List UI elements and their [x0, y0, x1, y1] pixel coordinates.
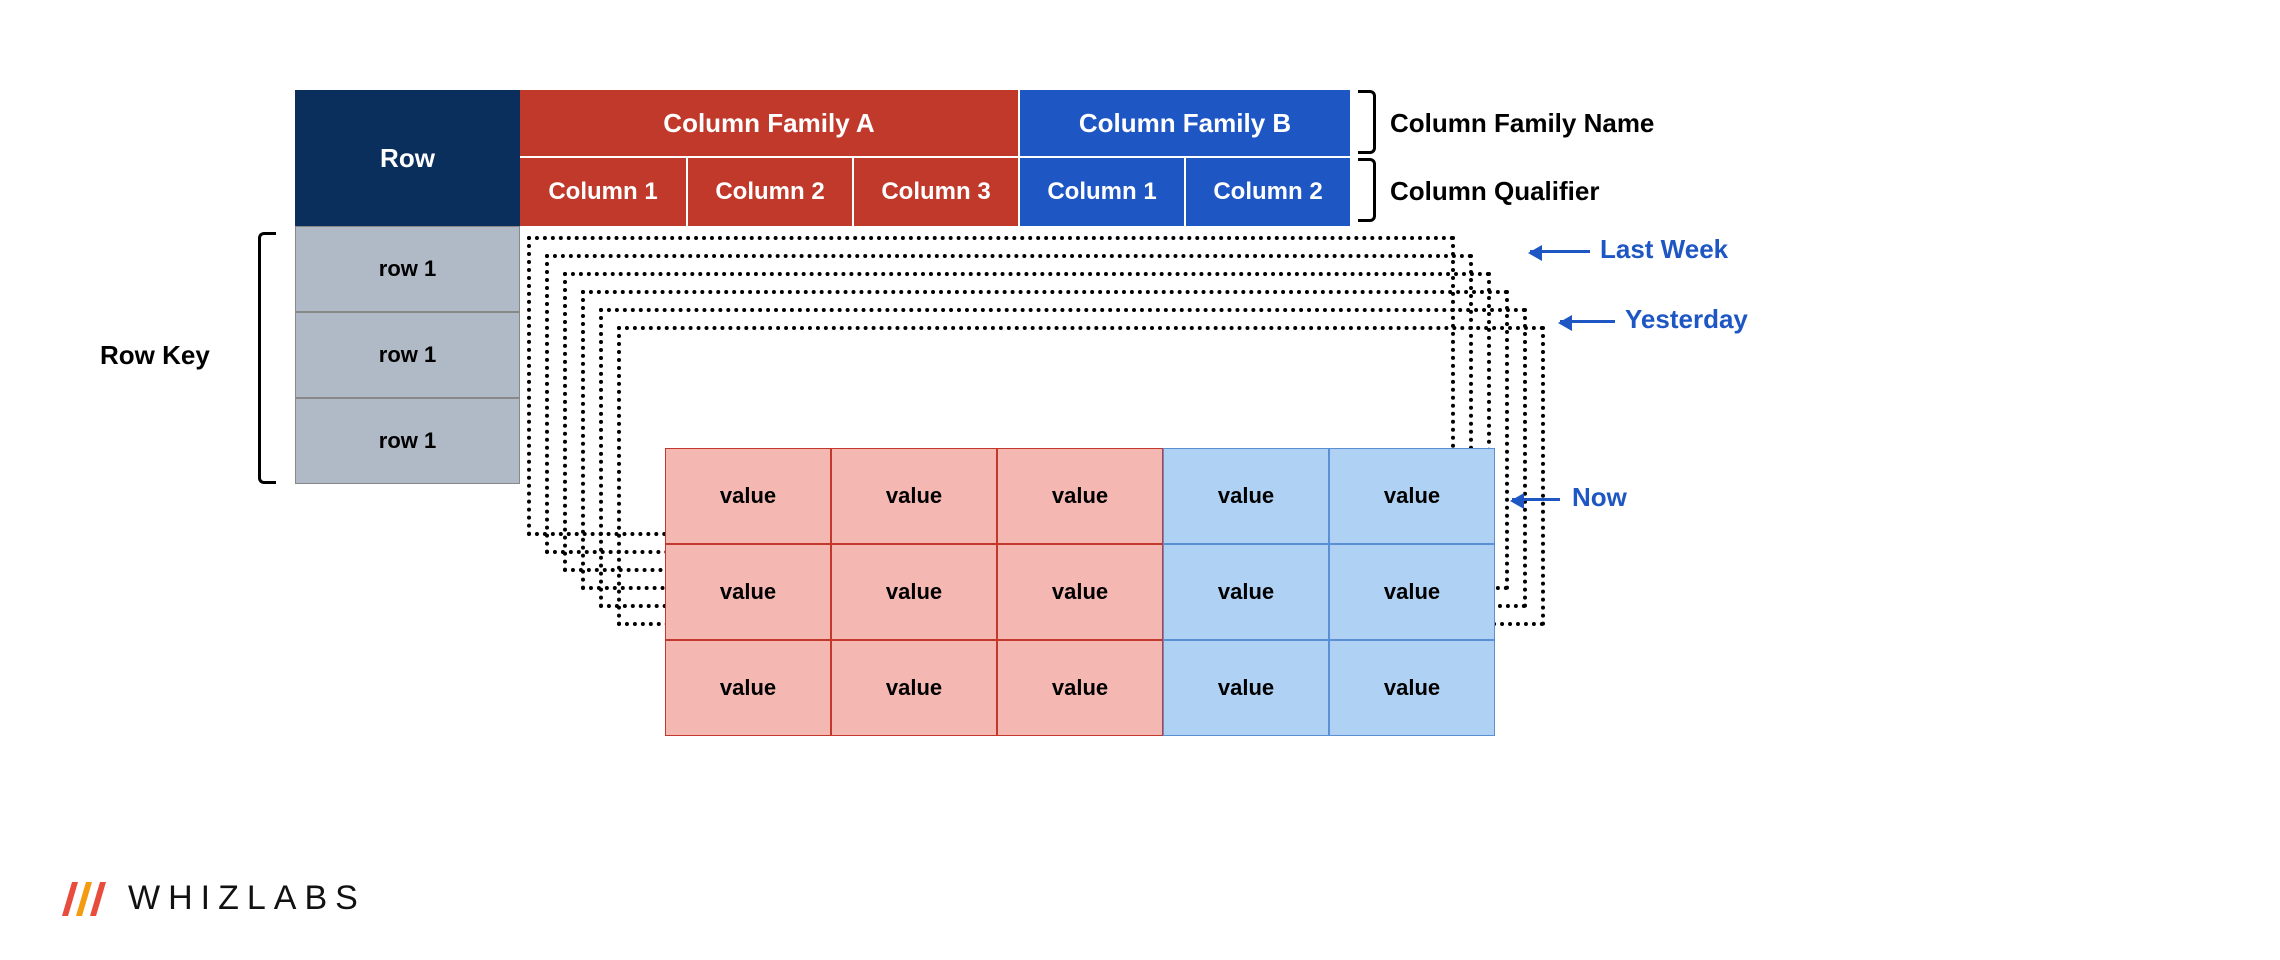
row-key-column: row 1 row 1 row 1 [295, 226, 520, 484]
value-cell: value [1163, 448, 1329, 544]
label-yesterday: Yesterday [1625, 304, 1748, 335]
value-cell: value [665, 640, 831, 736]
value-cell: value [665, 448, 831, 544]
bracket-family-name [1358, 90, 1376, 154]
column-b2: Column 2 [1184, 158, 1350, 226]
value-cell: value [665, 544, 831, 640]
whizlabs-logo-text: WHIZLABS [128, 879, 366, 918]
arrow-yesterday [1560, 320, 1615, 323]
whizlabs-logo: WHIZLABS [60, 876, 366, 920]
value-cell: value [997, 544, 1163, 640]
value-cell: value [997, 448, 1163, 544]
value-cell: value [831, 640, 997, 736]
value-cell: value [1329, 448, 1495, 544]
value-cell: value [1163, 640, 1329, 736]
column-family-a-header: Column Family A [520, 90, 1018, 158]
label-column-family-name: Column Family Name [1390, 108, 1654, 139]
value-cell: value [831, 544, 997, 640]
whizlabs-logo-icon [60, 876, 114, 920]
column-a1: Column 1 [520, 158, 686, 226]
bracket-column-qualifier [1358, 158, 1376, 222]
value-cell: value [997, 640, 1163, 736]
value-grid: valuevaluevaluevaluevaluevaluevaluevalue… [665, 448, 1495, 736]
value-cell: value [1329, 544, 1495, 640]
label-column-qualifier: Column Qualifier [1390, 176, 1599, 207]
value-cell: value [1163, 544, 1329, 640]
value-cell: value [1329, 640, 1495, 736]
value-cell: value [831, 448, 997, 544]
arrow-last-week [1530, 250, 1590, 253]
label-row-key: Row Key [100, 340, 210, 371]
row-key-cell: row 1 [295, 312, 520, 398]
row-header: Row [295, 90, 520, 226]
label-now: Now [1572, 482, 1627, 513]
column-family-b-header: Column Family B [1018, 90, 1350, 158]
column-a3: Column 3 [852, 158, 1018, 226]
column-a2: Column 2 [686, 158, 852, 226]
label-last-week: Last Week [1600, 234, 1728, 265]
arrow-now [1512, 498, 1560, 501]
row-key-cell: row 1 [295, 226, 520, 312]
row-key-cell: row 1 [295, 398, 520, 484]
column-b1: Column 1 [1018, 158, 1184, 226]
bracket-row-key [258, 232, 276, 484]
